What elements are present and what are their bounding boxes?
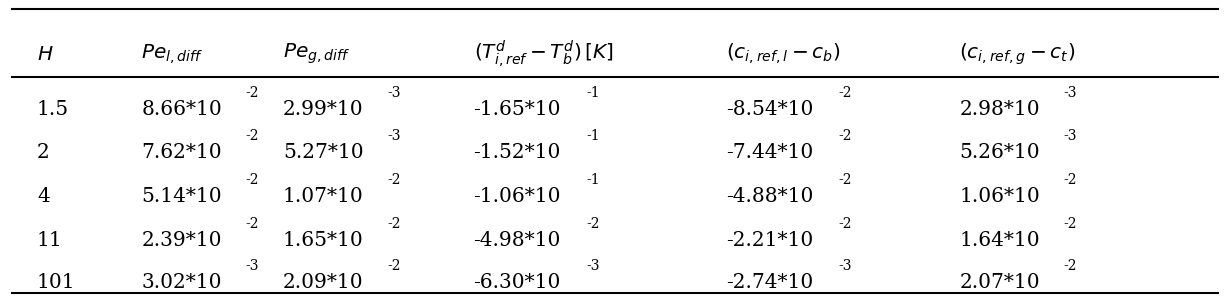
Text: -6.30*10: -6.30*10: [474, 272, 561, 292]
Text: -3: -3: [587, 259, 600, 272]
Text: -1: -1: [587, 130, 600, 143]
Text: 3.02*10: 3.02*10: [141, 272, 221, 292]
Text: -2: -2: [246, 130, 260, 143]
Text: 1.64*10: 1.64*10: [959, 230, 1041, 250]
Text: -1.52*10: -1.52*10: [474, 143, 561, 163]
Text: -1.65*10: -1.65*10: [474, 100, 561, 119]
Text: -2: -2: [246, 173, 260, 187]
Text: -2: -2: [839, 173, 852, 187]
Text: 2: 2: [37, 143, 49, 163]
Text: 1.07*10: 1.07*10: [283, 187, 364, 206]
Text: -3: -3: [387, 86, 401, 100]
Text: -1: -1: [587, 86, 600, 100]
Text: $(\mathit{T}^{d}_{i,ref} - \mathit{T}^{d}_{b})\,[K]$: $(\mathit{T}^{d}_{i,ref} - \mathit{T}^{d…: [474, 38, 613, 70]
Text: -2: -2: [839, 130, 852, 143]
Text: 5.14*10: 5.14*10: [141, 187, 223, 206]
Text: -2: -2: [246, 86, 260, 100]
Text: 1.06*10: 1.06*10: [959, 187, 1041, 206]
Text: $\mathit{Pe}_{g,diff}$: $\mathit{Pe}_{g,diff}$: [283, 42, 351, 66]
Text: 4: 4: [37, 187, 49, 206]
Text: -2: -2: [387, 259, 401, 272]
Text: 1.5: 1.5: [37, 100, 69, 119]
Text: 101: 101: [37, 272, 75, 292]
Text: 2.98*10: 2.98*10: [959, 100, 1041, 119]
Text: 2.09*10: 2.09*10: [283, 272, 364, 292]
Text: $(\mathit{c}_{i,ref,l} - \mathit{c}_{b})$: $(\mathit{c}_{i,ref,l} - \mathit{c}_{b})…: [726, 41, 840, 67]
Text: -2.74*10: -2.74*10: [726, 272, 813, 292]
Text: -2: -2: [1064, 173, 1077, 187]
Text: -7.44*10: -7.44*10: [726, 143, 813, 163]
Text: -2: -2: [587, 217, 600, 230]
Text: -3: -3: [1064, 86, 1077, 100]
Text: 8.66*10: 8.66*10: [141, 100, 223, 119]
Text: -3: -3: [245, 259, 258, 272]
Text: 5.26*10: 5.26*10: [959, 143, 1041, 163]
Text: -2: -2: [1064, 259, 1077, 272]
Text: -3: -3: [1064, 130, 1077, 143]
Text: -2: -2: [839, 86, 852, 100]
Text: 7.62*10: 7.62*10: [141, 143, 223, 163]
Text: -1: -1: [587, 173, 600, 187]
Text: 2.07*10: 2.07*10: [959, 272, 1041, 292]
Text: -4.98*10: -4.98*10: [474, 230, 561, 250]
Text: -8.54*10: -8.54*10: [726, 100, 813, 119]
Text: 1.65*10: 1.65*10: [283, 230, 364, 250]
Text: -3: -3: [839, 259, 852, 272]
Text: $(\mathit{c}_{i,ref,g} - \mathit{c}_{t})$: $(\mathit{c}_{i,ref,g} - \mathit{c}_{t})…: [959, 41, 1075, 67]
Text: 2.99*10: 2.99*10: [283, 100, 364, 119]
Text: 11: 11: [37, 230, 63, 250]
Text: 2.39*10: 2.39*10: [141, 230, 221, 250]
Text: -2: -2: [839, 217, 852, 230]
Text: $\mathit{Pe}_{l,diff}$: $\mathit{Pe}_{l,diff}$: [141, 42, 204, 66]
Text: -2.21*10: -2.21*10: [726, 230, 813, 250]
Text: -3: -3: [387, 130, 401, 143]
Text: $\mathit{H}$: $\mathit{H}$: [37, 44, 53, 64]
Text: 5.27*10: 5.27*10: [283, 143, 364, 163]
Text: -2: -2: [387, 217, 401, 230]
Text: -4.88*10: -4.88*10: [726, 187, 813, 206]
Text: -2: -2: [245, 217, 258, 230]
Text: -1.06*10: -1.06*10: [474, 187, 561, 206]
Text: -2: -2: [387, 173, 401, 187]
Text: -2: -2: [1064, 217, 1077, 230]
